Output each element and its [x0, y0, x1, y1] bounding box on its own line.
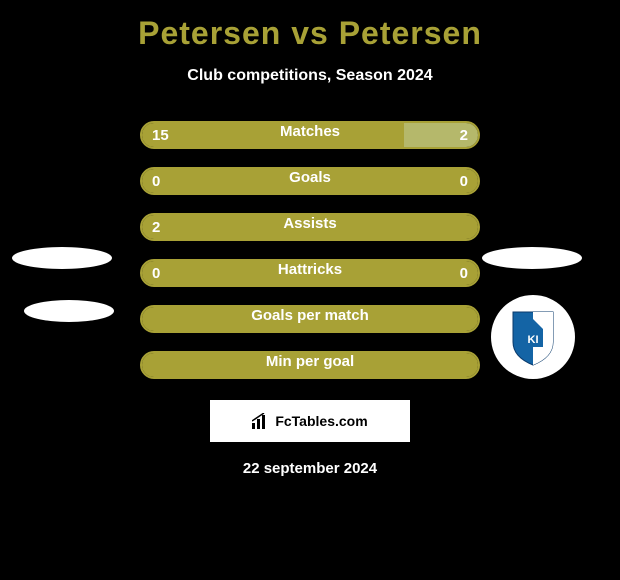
bar-left-value: 2	[152, 219, 160, 236]
date: 22 september 2024	[0, 442, 620, 477]
bar-left-value: 15	[152, 127, 169, 144]
bar-left-segment: 15	[142, 123, 404, 147]
bar-row-goals: 0 0 Goals	[0, 166, 620, 196]
bar-right-value: 0	[460, 173, 468, 190]
bar-container: 2 Assists	[140, 213, 480, 241]
bar-right-segment: 2	[404, 123, 478, 147]
subtitle: Club competitions, Season 2024	[0, 52, 620, 110]
bar-right-value: 2	[460, 127, 468, 144]
bar-right-segment: 0	[460, 261, 478, 285]
bar-label: Matches	[280, 123, 340, 140]
bar-container: 15 2 Matches	[140, 121, 480, 149]
chart-icon	[252, 413, 270, 429]
bar-row-hattricks: 0 0 Hattricks	[0, 258, 620, 288]
bar-left-value: 0	[152, 173, 160, 190]
bar-container: Min per goal	[140, 351, 480, 379]
branding-text: FcTables.com	[275, 413, 367, 429]
bar-row-assists: 2 Assists	[0, 212, 620, 242]
page-title: Petersen vs Petersen	[0, 0, 620, 52]
bar-label: Assists	[283, 215, 336, 232]
branding: FcTables.com	[210, 400, 410, 442]
bar-label: Hattricks	[278, 261, 342, 278]
bar-container: 0 0 Goals	[140, 167, 480, 195]
svg-text:KI: KI	[528, 334, 539, 346]
bar-label: Goals	[289, 169, 331, 186]
bar-right-segment: 0	[460, 169, 478, 193]
bar-row-matches: 15 2 Matches	[0, 120, 620, 150]
chart-area: KI 15 2 Matches 0 0 Goals	[0, 120, 620, 477]
bar-left-value: 0	[152, 265, 160, 282]
bar-right-value: 0	[460, 265, 468, 282]
bar-label: Goals per match	[251, 307, 369, 324]
bar-container: 0 0 Hattricks	[140, 259, 480, 287]
bar-container: Goals per match	[140, 305, 480, 333]
bar-label: Min per goal	[266, 353, 354, 370]
bar-row-min-per-goal: Min per goal	[0, 350, 620, 380]
bar-row-goals-per-match: Goals per match	[0, 304, 620, 334]
